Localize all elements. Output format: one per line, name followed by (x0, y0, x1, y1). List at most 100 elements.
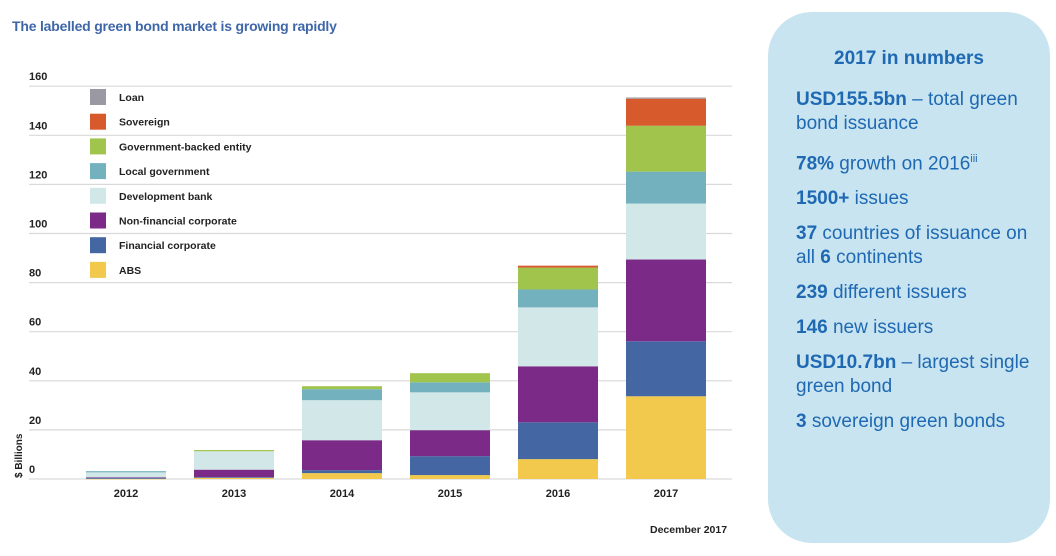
bar-segment (518, 267, 598, 290)
y-tick-label: 160 (29, 71, 47, 83)
x-tick-label: 2013 (222, 488, 246, 500)
bar-segment (626, 203, 706, 260)
stats-panel: 2017 in numbers USD155.5bn – total green… (768, 12, 1050, 543)
bar-segment (518, 265, 598, 268)
bar-segment (626, 341, 706, 397)
bar-segment (86, 478, 166, 480)
legend-label: Financial corporate (119, 240, 216, 252)
bar-segment (626, 396, 706, 479)
stat-item: 78% growth on 2016iii (796, 147, 1050, 176)
y-axis-label: $ Billions (14, 433, 25, 478)
x-axis-categories: 2012 2013 2014 2015 2016 2017 (114, 488, 678, 500)
chart-title: The labelled green bond market is growin… (12, 18, 337, 34)
bar-segment (194, 451, 274, 470)
legend-swatch (90, 187, 106, 204)
bar-segment (86, 477, 166, 478)
bar-stack-2013 (194, 450, 274, 479)
bar-segment (626, 259, 706, 342)
y-tick-label: 40 (29, 366, 41, 378)
legend-item: Development bank (90, 187, 213, 204)
bar-segment (302, 400, 382, 441)
legend-swatch (90, 261, 106, 278)
legend-label: Sovereign (119, 117, 170, 129)
stat-text: growth on 2016 (834, 153, 971, 175)
bar-segment (194, 477, 274, 478)
footnote-marker: iii (970, 153, 978, 165)
stat-item: 37 countries of issuance on all 6 contin… (796, 222, 1050, 270)
bar-segment (410, 392, 490, 431)
bar-segment (626, 125, 706, 172)
legend-swatch (90, 113, 106, 130)
bar-segment (518, 422, 598, 460)
x-tick-label: 2015 (438, 488, 462, 500)
bar-segment (194, 477, 274, 479)
stat-item: 1500+ issues (796, 187, 1050, 211)
bar-stack-2014 (302, 386, 382, 479)
legend-label: Development bank (119, 191, 213, 203)
stat-text: – largest single green bond (796, 352, 1030, 398)
bar-segment (194, 469, 274, 478)
stat-text: new issuers (827, 317, 934, 339)
bar-segment (518, 307, 598, 367)
stat-text: sovereign green bonds (806, 411, 1006, 433)
bar-segment (86, 472, 166, 478)
legend-label: Local government (119, 166, 210, 178)
stat-value: 6 (820, 247, 831, 269)
y-tick-label: 0 (29, 464, 35, 476)
stat-item: USD155.5bn – total green bond issuance (796, 88, 1050, 136)
stat-text: – total green bond issuance (796, 89, 1018, 134)
panel-heading: 2017 in numbers (834, 48, 984, 69)
y-tick-label: 60 (29, 317, 41, 329)
stat-text: different issuers (827, 282, 967, 304)
bar-segment (302, 440, 382, 471)
stats-list: USD155.5bn – total green bond issuance 78… (796, 88, 1050, 434)
bar-stack-2017 (626, 97, 706, 479)
y-tick-label: 20 (29, 415, 41, 427)
legend-label: Government-backed entity (119, 141, 252, 153)
bar-segment (302, 389, 382, 401)
stat-value: 78% (796, 153, 835, 175)
stat-text: issues (849, 188, 909, 210)
legend-item: Sovereign (90, 113, 170, 130)
x-tick-label: 2014 (330, 488, 355, 500)
bar-segment (410, 430, 490, 457)
legend-item: Financial corporate (90, 237, 216, 254)
stat-text: continents (830, 247, 923, 269)
bar-segment (302, 386, 382, 390)
x-tick-label: 2017 (654, 488, 678, 500)
stat-item: 146 new issuers (796, 316, 1050, 340)
y-tick-label: 80 (29, 268, 41, 280)
bar-segment (410, 382, 490, 393)
bar-segment (518, 289, 598, 308)
bar-segment (194, 450, 274, 452)
date-note: December 2017 (650, 524, 728, 536)
x-tick-label: 2016 (546, 488, 570, 500)
bar-segment (518, 366, 598, 423)
legend-label: ABS (119, 265, 141, 277)
y-tick-label: 140 (29, 120, 47, 132)
stat-value: 37 (796, 223, 818, 245)
bar-segment (410, 373, 490, 383)
legend-item: Non-financial corporate (90, 212, 237, 229)
stat-item: USD10.7bn – largest single green bond (796, 351, 1050, 399)
bar-segment (86, 471, 166, 473)
legend-label: Non-financial corporate (119, 216, 237, 228)
legend-item: Government-backed entity (90, 138, 252, 155)
legend: Loan Sovereign Government-backed entity Loc… (90, 89, 252, 278)
bar-segment (518, 459, 598, 479)
bar-segment (626, 98, 706, 126)
bar-segment (86, 477, 166, 479)
legend-swatch (90, 163, 106, 180)
bar-stack-2015 (410, 373, 490, 479)
stat-value: 239 (796, 282, 828, 304)
legend-swatch (90, 237, 106, 254)
bar-stack-2016 (518, 265, 598, 479)
y-tick-label: 120 (29, 169, 47, 181)
bar-segment (410, 475, 490, 479)
stat-value: USD10.7bn (796, 352, 897, 374)
legend-swatch (90, 138, 106, 155)
bar-segment (302, 470, 382, 474)
bar-stack-2012 (86, 471, 166, 480)
stat-text: countries of issuance on all (796, 223, 1028, 269)
